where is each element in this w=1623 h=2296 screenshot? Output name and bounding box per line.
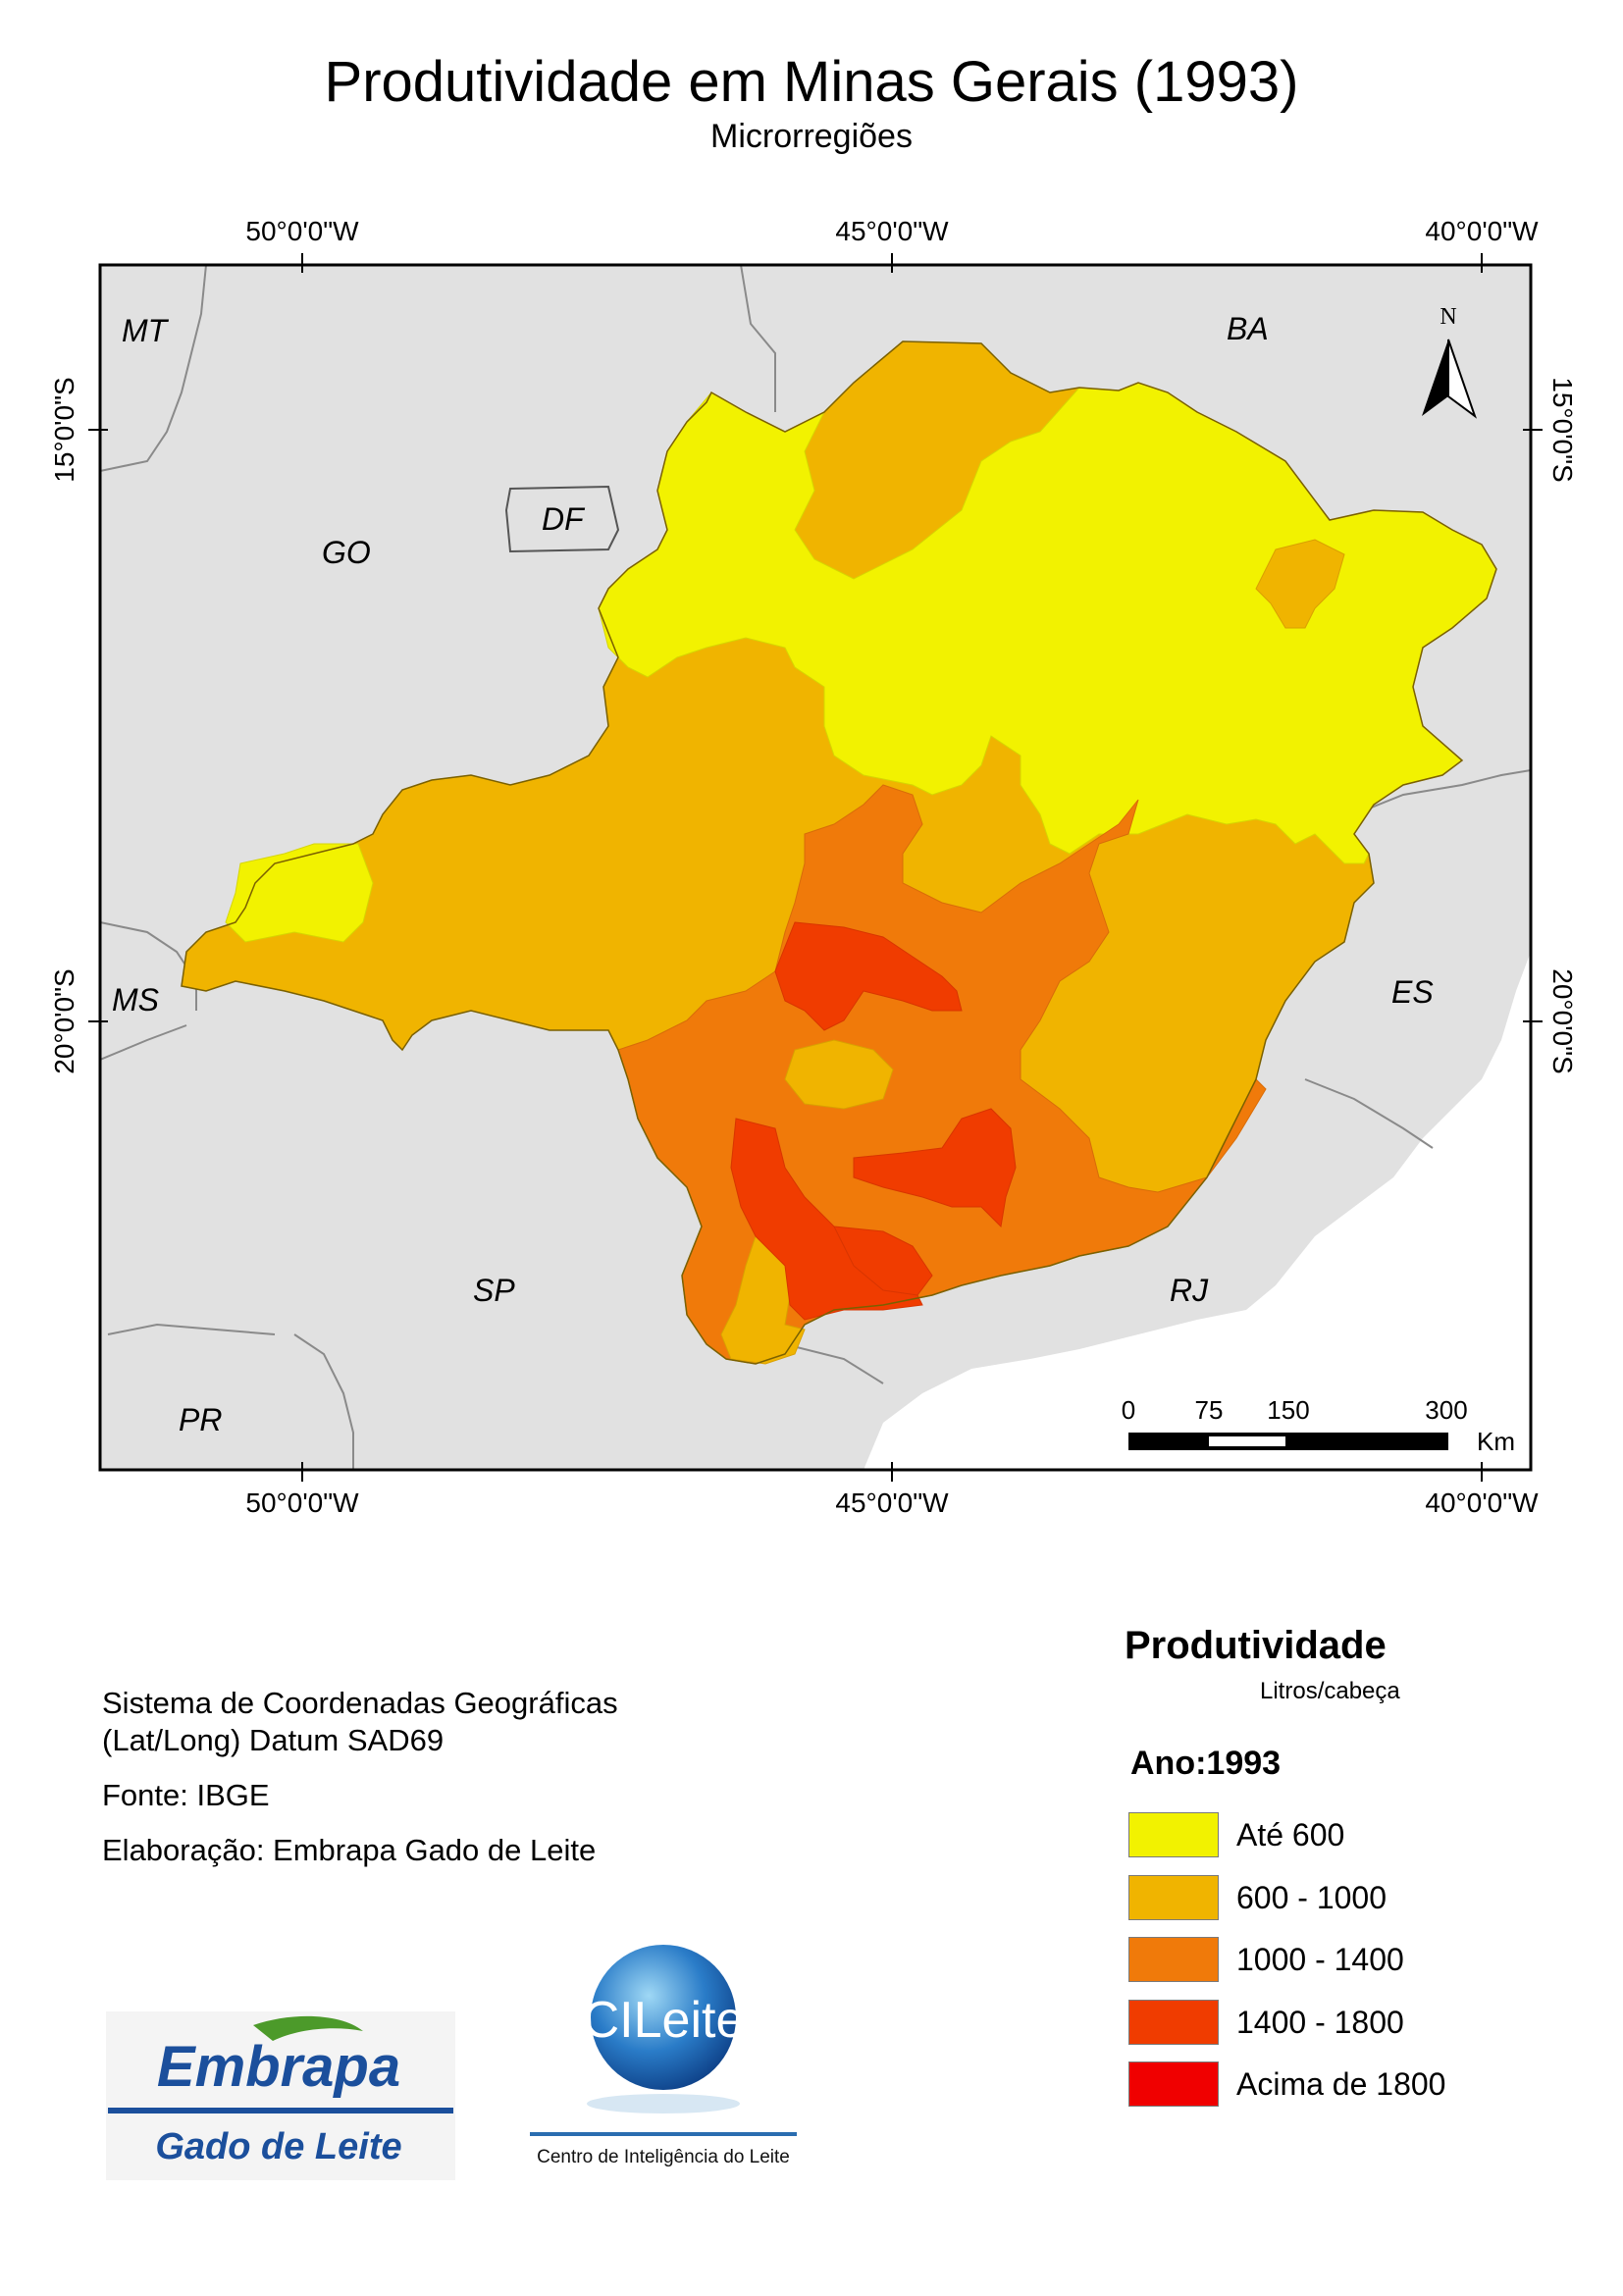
legend-swatch bbox=[1128, 1812, 1219, 1857]
state-label-df: DF bbox=[542, 501, 586, 537]
top-coord-45w: 45°0'0"W bbox=[835, 216, 949, 246]
legend-swatch bbox=[1128, 2000, 1219, 2045]
scale-bar-white-segment bbox=[1209, 1436, 1285, 1446]
map-subtitle: Microrregiões bbox=[710, 118, 913, 155]
legend-item: 600 - 1000 bbox=[1128, 1873, 1387, 1922]
north-arrow-right-half bbox=[1447, 339, 1478, 419]
top-coord-50w: 50°0'0"W bbox=[245, 216, 359, 246]
legend-swatch bbox=[1128, 1937, 1219, 1982]
south-patch-1400-1800 bbox=[833, 1226, 933, 1296]
state-label-pr: PR bbox=[179, 1402, 222, 1437]
cileite-wordmark: CILeite bbox=[583, 1992, 745, 2049]
embrapa-bar bbox=[108, 2108, 453, 2113]
legend-label: 1000 - 1400 bbox=[1236, 1941, 1404, 1977]
scale-tick-150: 150 bbox=[1267, 1395, 1309, 1425]
central-enclave-600-1000 bbox=[784, 1039, 894, 1110]
legend-swatch bbox=[1128, 2061, 1219, 2107]
cileite-shadow bbox=[587, 2094, 740, 2113]
state-boundaries bbox=[100, 265, 1531, 1470]
bottom-coord-50w: 50°0'0"W bbox=[245, 1487, 359, 1518]
top-coord-40w: 40°0'0"W bbox=[1425, 216, 1539, 246]
north-arrow-label: N bbox=[1440, 304, 1456, 330]
state-label-es: ES bbox=[1391, 974, 1434, 1010]
map-info: Sistema de Coordenadas Geográficas (Lat/… bbox=[102, 1685, 618, 1887]
north-arrow-left-half bbox=[1422, 339, 1448, 416]
state-label-ba: BA bbox=[1227, 311, 1269, 346]
df-outline bbox=[504, 485, 620, 553]
legend-item: Até 600 bbox=[1128, 1810, 1344, 1859]
coordinate-system-line1: Sistema de Coordenadas Geográficas bbox=[102, 1686, 618, 1720]
scale-tick-75: 75 bbox=[1195, 1395, 1224, 1425]
legend-swatch bbox=[1128, 1875, 1219, 1920]
data-source: Fonte: IBGE bbox=[102, 1778, 270, 1812]
coordinate-system-line2: (Lat/Long) Datum SAD69 bbox=[102, 1723, 445, 1757]
credit: Elaboração: Embrapa Gado de Leite bbox=[102, 1833, 597, 1867]
bottom-coord-40w: 40°0'0"W bbox=[1425, 1487, 1539, 1518]
scale-tick-300: 300 bbox=[1425, 1395, 1467, 1425]
cileite-logo: CILeite Centro de Inteligência do Leite bbox=[530, 1945, 797, 2167]
legend-item: 1400 - 1800 bbox=[1128, 1998, 1404, 2047]
central-north-patch-1400-1800 bbox=[774, 921, 963, 1031]
state-label-go: GO bbox=[322, 535, 371, 570]
north-east-enclave-600-1000 bbox=[1255, 539, 1345, 629]
legend-label: 1400 - 1800 bbox=[1236, 2004, 1404, 2040]
map-border bbox=[98, 263, 1533, 1472]
west-enclave-ate-600 bbox=[225, 843, 374, 943]
legend-label: 600 - 1000 bbox=[1236, 1879, 1387, 1915]
state-label-sp: SP bbox=[473, 1273, 515, 1308]
legend-label: Acima de 1800 bbox=[1236, 2065, 1446, 2102]
scale-bar: 0 75 150 300 Km bbox=[1122, 1395, 1515, 1456]
scale-bar-body bbox=[1128, 1433, 1448, 1450]
ocean-area bbox=[864, 952, 1531, 1470]
embrapa-logo-bg bbox=[106, 2011, 455, 2180]
legend-item: 1000 - 1400 bbox=[1128, 1935, 1404, 1984]
legend-item: Acima de 1800 bbox=[1128, 2060, 1445, 2109]
minas-gerais-outline bbox=[181, 340, 1497, 1365]
coordinate-system: Sistema de Coordenadas Geográficas (Lat/… bbox=[102, 1685, 618, 1759]
cileite-globe-icon bbox=[591, 1945, 736, 2090]
state-label-rj: RJ bbox=[1170, 1273, 1209, 1308]
embrapa-wordmark: Embrapa bbox=[157, 2035, 400, 2099]
north-arrow: N bbox=[1422, 304, 1478, 419]
embrapa-leaf-icon bbox=[253, 2015, 363, 2041]
bottom-coord-45w: 45°0'0"W bbox=[835, 1487, 949, 1518]
map-frame: MT GO DF BA MS ES SP RJ PR N 0 75 150 30… bbox=[88, 253, 1543, 1482]
cileite-bar bbox=[530, 2132, 797, 2136]
embrapa-subtitle: Gado de Leite bbox=[155, 2126, 401, 2167]
south-central-patch-1400-1800 bbox=[853, 1108, 1017, 1228]
scale-unit: Km bbox=[1477, 1427, 1515, 1456]
scale-tick-0: 0 bbox=[1122, 1395, 1135, 1425]
embrapa-logo: Embrapa Gado de Leite bbox=[106, 2011, 455, 2180]
legend-label: Até 600 bbox=[1236, 1816, 1345, 1852]
state-label-ms: MS bbox=[112, 982, 159, 1018]
north-region-ate-600 bbox=[598, 382, 1497, 864]
state-label-mt: MT bbox=[122, 313, 170, 348]
legend-year: Ano:1993 bbox=[1130, 1745, 1282, 1782]
graticule-ticks bbox=[88, 253, 1543, 1482]
cileite-subtitle: Centro de Inteligência do Leite bbox=[537, 2147, 790, 2167]
legend-unit: Litros/cabeça bbox=[1260, 1678, 1400, 1704]
legend-title: Produtividade bbox=[1125, 1624, 1387, 1667]
map-title: Produtividade em Minas Gerais (1993) bbox=[324, 50, 1299, 114]
